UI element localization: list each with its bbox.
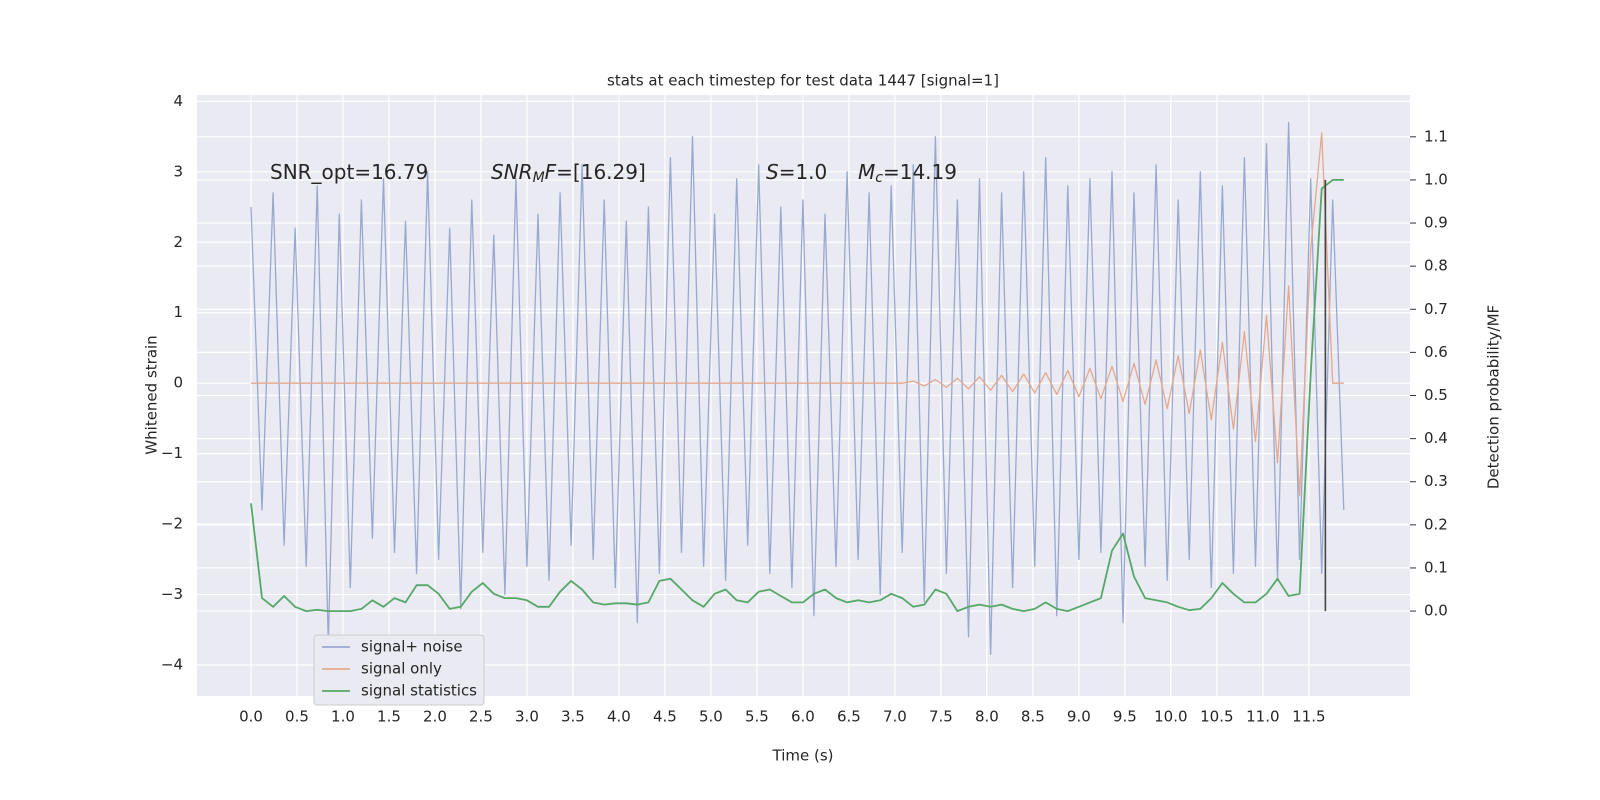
- series-line: [251, 132, 1344, 497]
- y-tick-label: 1: [173, 303, 183, 321]
- annotation: Mc=14.19: [858, 160, 957, 187]
- annotations: SNR_opt=16.79 SNRMF=[16.29] S=1.0 Mc=14.19: [270, 160, 957, 187]
- series-line: [250, 178, 1344, 612]
- x-axis-label: Time (s): [772, 747, 834, 765]
- x-tick-label: 8.5: [1021, 708, 1045, 726]
- x-tick-label: 3.5: [561, 708, 585, 726]
- legend-box: [313, 634, 485, 706]
- y2-tick-label: 0.8: [1424, 257, 1448, 275]
- legend-label: signal only: [361, 660, 442, 678]
- x-tick-label: 10.0: [1154, 708, 1187, 726]
- x-tick-label: 7.0: [883, 708, 907, 726]
- x-tick-label: 6.0: [791, 708, 815, 726]
- legend-label: signal statistics: [361, 682, 477, 700]
- y2-tick-label: 0.5: [1424, 386, 1448, 404]
- y2-tick-label: 0.4: [1424, 429, 1448, 447]
- series-line: [250, 121, 1345, 656]
- y-tick-label: 2: [173, 233, 183, 251]
- y2-tick-label: 0.1: [1424, 558, 1448, 576]
- chart-title: stats at each timestep for test data 144…: [607, 72, 999, 90]
- x-tick-label: 5.5: [745, 708, 769, 726]
- x-tick-label: 1.0: [331, 708, 355, 726]
- annotation: S=1.0: [766, 160, 827, 184]
- x-tick-label: 9.5: [1113, 708, 1137, 726]
- y2-tick-label: 1.1: [1424, 127, 1448, 145]
- x-tick-label: 3.0: [515, 708, 539, 726]
- y-tick-label: −3: [161, 585, 183, 603]
- y-tick-label: −2: [161, 515, 183, 533]
- grid: [197, 95, 1410, 696]
- y2-axis-label: Detection probability/MF: [1485, 305, 1503, 489]
- annotation-part: c: [875, 170, 883, 186]
- x-tick-label: 5.0: [699, 708, 723, 726]
- x-tick-label: 2.0: [423, 708, 447, 726]
- x-tick-label: 4.0: [607, 708, 631, 726]
- x-tick-label: 6.5: [837, 708, 861, 726]
- y2-tick-label: 0.3: [1424, 472, 1448, 490]
- annotation-part: =[16.29]: [556, 160, 646, 184]
- y2-tick-label: 0.7: [1424, 300, 1448, 318]
- annotation-part: M: [858, 160, 875, 184]
- annotation-part: M: [533, 170, 545, 186]
- x-tick-label: 11.0: [1246, 708, 1279, 726]
- x-tick-label: 1.5: [377, 708, 401, 726]
- annotation-part: F: [545, 160, 557, 184]
- y-tick-label: −4: [161, 655, 183, 673]
- x-tick-label: 11.5: [1292, 708, 1325, 726]
- x-tick-label: 9.0: [1067, 708, 1091, 726]
- y-axis-label: Whitened strain: [143, 335, 161, 454]
- ticks: 0.0 0.5 1.0 1.5 2.0 2.5 3.0 3.5 4.0 4.5 5.0 5.5 6.0 6…: [161, 92, 1448, 726]
- x-tick-label: 0.5: [285, 708, 309, 726]
- x-tick-label: 8.0: [975, 708, 999, 726]
- annotation-part: =14.19: [883, 160, 957, 184]
- annotation: SNR_opt=16.79: [270, 160, 428, 184]
- y-tick-label: 3: [173, 162, 183, 180]
- y2-tick-label: 0.2: [1424, 515, 1448, 533]
- annotation: SNRMF=[16.29]: [491, 160, 646, 187]
- x-tick-label: 4.5: [653, 708, 677, 726]
- annotation-part: =1.0: [779, 160, 828, 184]
- x-tick-label: 0.0: [239, 708, 263, 726]
- y2-tick-label: 0.0: [1424, 602, 1448, 620]
- x-tick-label: 7.5: [929, 708, 953, 726]
- annotation-part: S: [766, 160, 779, 184]
- y-tick-label: 0: [173, 374, 183, 392]
- y2-tick-label: 0.6: [1424, 343, 1448, 361]
- annotation-part: SNR: [491, 160, 533, 184]
- legend-label: signal+ noise: [361, 638, 463, 656]
- y2-tick-label: 0.9: [1424, 214, 1448, 232]
- annotation-part: SNR_opt=16.79: [270, 160, 428, 184]
- marks: [250, 121, 1345, 656]
- legend: signal+ noise signal only signal statistic…: [313, 634, 485, 706]
- y-tick-label: −1: [161, 444, 183, 462]
- x-tick-label: 10.5: [1200, 708, 1233, 726]
- y-tick-label: 4: [173, 92, 183, 110]
- x-tick-label: 2.5: [469, 708, 493, 726]
- y2-tick-label: 1.0: [1424, 170, 1448, 188]
